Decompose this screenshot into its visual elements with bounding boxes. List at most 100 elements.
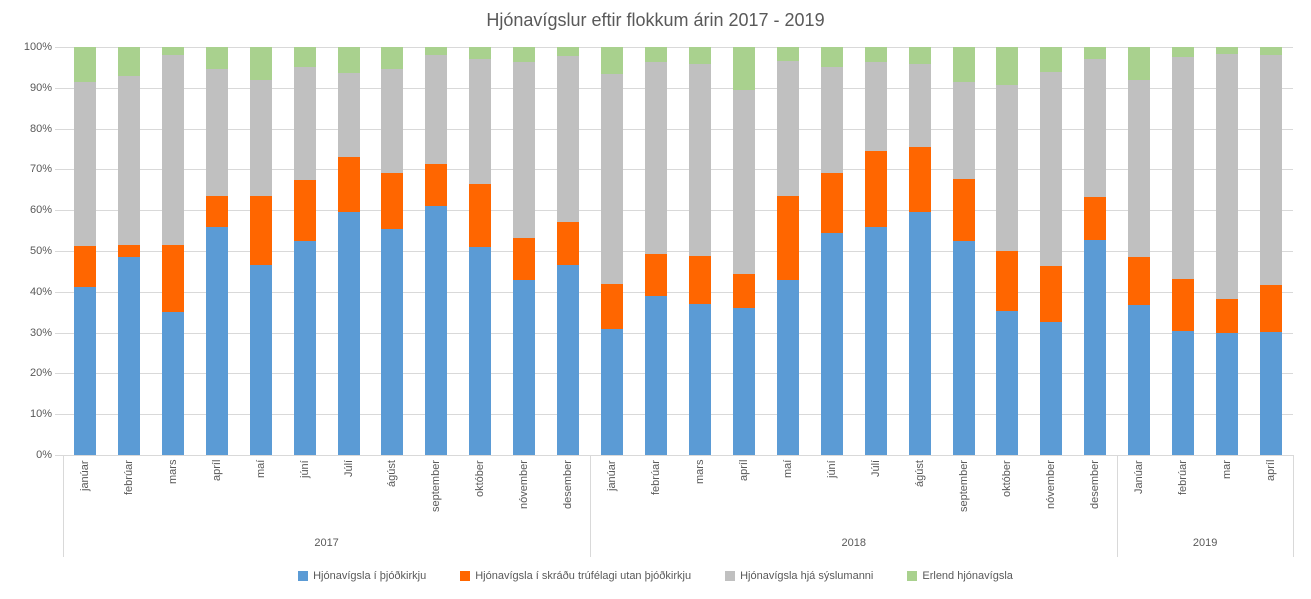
bar-segment-trufelag-utan-thjodkirkju[interactable] — [513, 237, 536, 280]
bar-segment-syslumanni[interactable] — [776, 61, 799, 196]
bar-segment-trufelag-utan-thjodkirkju[interactable] — [864, 150, 887, 227]
bar-segment-syslumanni[interactable] — [557, 56, 580, 223]
bar-segment-trufelag-utan-thjodkirkju[interactable] — [73, 246, 96, 287]
legend-item-syslumanni[interactable]: Hjónavígsla hjá sýslumanni — [725, 570, 873, 582]
bar-segment-thjodkirkja[interactable] — [820, 232, 843, 455]
bar-segment-thjodkirkja[interactable] — [645, 295, 668, 455]
bar-segment-trufelag-utan-thjodkirkju[interactable] — [776, 195, 799, 280]
bar-segment-thjodkirkja[interactable] — [688, 304, 711, 455]
bar-segment-thjodkirkja[interactable] — [1040, 321, 1063, 455]
bar-segment-erlend[interactable] — [161, 47, 184, 56]
bar-segment-erlend[interactable] — [908, 47, 931, 64]
bar-segment-thjodkirkja[interactable] — [1128, 304, 1151, 455]
bar-segment-thjodkirkja[interactable] — [73, 286, 96, 455]
bar-segment-trufelag-utan-thjodkirkju[interactable] — [249, 195, 272, 266]
bar-segment-trufelag-utan-thjodkirkju[interactable] — [908, 146, 931, 212]
bar-segment-syslumanni[interactable] — [996, 85, 1019, 252]
bar-segment-trufelag-utan-thjodkirkju[interactable] — [337, 157, 360, 213]
bar-segment-trufelag-utan-thjodkirkju[interactable] — [1128, 257, 1151, 305]
bar-segment-thjodkirkja[interactable] — [776, 279, 799, 455]
bar-segment-trufelag-utan-thjodkirkju[interactable] — [469, 183, 492, 247]
bar-segment-syslumanni[interactable] — [1260, 55, 1283, 286]
bar-segment-thjodkirkja[interactable] — [117, 257, 140, 455]
bar-segment-trufelag-utan-thjodkirkju[interactable] — [381, 173, 404, 230]
bar-segment-thjodkirkja[interactable] — [1172, 330, 1195, 455]
bar-segment-syslumanni[interactable] — [645, 61, 668, 255]
bar-segment-trufelag-utan-thjodkirkju[interactable] — [1172, 278, 1195, 331]
bar-segment-erlend[interactable] — [1128, 47, 1151, 80]
bar-segment-trufelag-utan-thjodkirkju[interactable] — [1084, 196, 1107, 240]
bar-segment-thjodkirkja[interactable] — [293, 240, 316, 455]
bar-segment-trufelag-utan-thjodkirkju[interactable] — [557, 222, 580, 266]
bar-segment-syslumanni[interactable] — [161, 55, 184, 245]
bar-segment-thjodkirkja[interactable] — [732, 308, 755, 455]
bar-segment-syslumanni[interactable] — [820, 67, 843, 173]
bar-segment-syslumanni[interactable] — [469, 59, 492, 184]
bar-segment-erlend[interactable] — [381, 47, 404, 69]
bar-segment-trufelag-utan-thjodkirkju[interactable] — [293, 180, 316, 241]
bar-segment-trufelag-utan-thjodkirkju[interactable] — [1216, 298, 1239, 334]
bar-segment-syslumanni[interactable] — [1128, 79, 1151, 258]
bar-segment-erlend[interactable] — [776, 47, 799, 62]
bar-segment-syslumanni[interactable] — [249, 79, 272, 196]
bar-segment-erlend[interactable] — [601, 47, 624, 75]
bar-segment-erlend[interactable] — [205, 47, 228, 70]
bar-segment-syslumanni[interactable] — [425, 55, 448, 165]
bar-segment-erlend[interactable] — [513, 47, 536, 62]
legend-item-trufelag-utan-thjodkirkju[interactable]: Hjónavígsla í skráðu trúfélagi utan þjóð… — [460, 570, 691, 582]
bar-segment-thjodkirkja[interactable] — [557, 265, 580, 455]
bar-segment-thjodkirkja[interactable] — [161, 312, 184, 455]
bar-segment-erlend[interactable] — [1172, 47, 1195, 58]
bar-segment-thjodkirkja[interactable] — [996, 311, 1019, 455]
bar-segment-erlend[interactable] — [1260, 47, 1283, 56]
bar-segment-syslumanni[interactable] — [908, 63, 931, 147]
bar-segment-syslumanni[interactable] — [513, 61, 536, 238]
bar-segment-syslumanni[interactable] — [1084, 59, 1107, 197]
bar-segment-trufelag-utan-thjodkirkju[interactable] — [996, 251, 1019, 312]
bar-segment-trufelag-utan-thjodkirkju[interactable] — [1260, 285, 1283, 332]
bar-segment-thjodkirkja[interactable] — [513, 279, 536, 455]
bar-segment-trufelag-utan-thjodkirkju[interactable] — [688, 255, 711, 305]
bar-segment-trufelag-utan-thjodkirkju[interactable] — [732, 274, 755, 309]
bar-segment-erlend[interactable] — [249, 47, 272, 80]
bar-segment-syslumanni[interactable] — [381, 68, 404, 174]
bar-segment-thjodkirkja[interactable] — [1260, 331, 1283, 455]
bar-segment-trufelag-utan-thjodkirkju[interactable] — [952, 179, 975, 241]
bar-segment-trufelag-utan-thjodkirkju[interactable] — [161, 244, 184, 313]
bar-segment-erlend[interactable] — [425, 47, 448, 56]
bar-segment-thjodkirkja[interactable] — [249, 265, 272, 455]
bar-segment-syslumanni[interactable] — [1216, 54, 1239, 299]
bar-segment-erlend[interactable] — [732, 47, 755, 91]
bar-segment-erlend[interactable] — [688, 47, 711, 65]
legend-item-thjodkirkja[interactable]: Hjónavígsla í þjóðkirkju — [298, 570, 426, 582]
legend-item-erlend[interactable]: Erlend hjónavígsla — [907, 570, 1013, 582]
bar-segment-thjodkirkja[interactable] — [1084, 239, 1107, 455]
bar-segment-syslumanni[interactable] — [1172, 57, 1195, 279]
bar-segment-erlend[interactable] — [293, 47, 316, 68]
bar-segment-syslumanni[interactable] — [952, 82, 975, 180]
bar-segment-erlend[interactable] — [337, 47, 360, 73]
bar-segment-trufelag-utan-thjodkirkju[interactable] — [117, 244, 140, 258]
bar-segment-syslumanni[interactable] — [1040, 71, 1063, 266]
bar-segment-trufelag-utan-thjodkirkju[interactable] — [820, 172, 843, 233]
bar-segment-syslumanni[interactable] — [864, 62, 887, 151]
bar-segment-erlend[interactable] — [996, 47, 1019, 86]
bar-segment-thjodkirkja[interactable] — [864, 226, 887, 455]
bar-segment-trufelag-utan-thjodkirkju[interactable] — [645, 254, 668, 296]
bar-segment-erlend[interactable] — [117, 47, 140, 76]
bar-segment-erlend[interactable] — [469, 47, 492, 60]
bar-segment-erlend[interactable] — [1216, 47, 1239, 55]
bar-segment-erlend[interactable] — [1084, 47, 1107, 60]
bar-segment-thjodkirkja[interactable] — [908, 211, 931, 455]
bar-segment-thjodkirkja[interactable] — [381, 229, 404, 455]
bar-segment-erlend[interactable] — [557, 47, 580, 57]
bar-segment-thjodkirkja[interactable] — [425, 206, 448, 455]
bar-segment-syslumanni[interactable] — [688, 64, 711, 256]
bar-segment-thjodkirkja[interactable] — [601, 328, 624, 455]
bar-segment-thjodkirkja[interactable] — [337, 212, 360, 455]
bar-segment-syslumanni[interactable] — [73, 81, 96, 247]
bar-segment-thjodkirkja[interactable] — [1216, 333, 1239, 455]
bar-segment-syslumanni[interactable] — [117, 75, 140, 245]
bar-segment-syslumanni[interactable] — [601, 74, 624, 284]
bar-segment-syslumanni[interactable] — [293, 67, 316, 181]
